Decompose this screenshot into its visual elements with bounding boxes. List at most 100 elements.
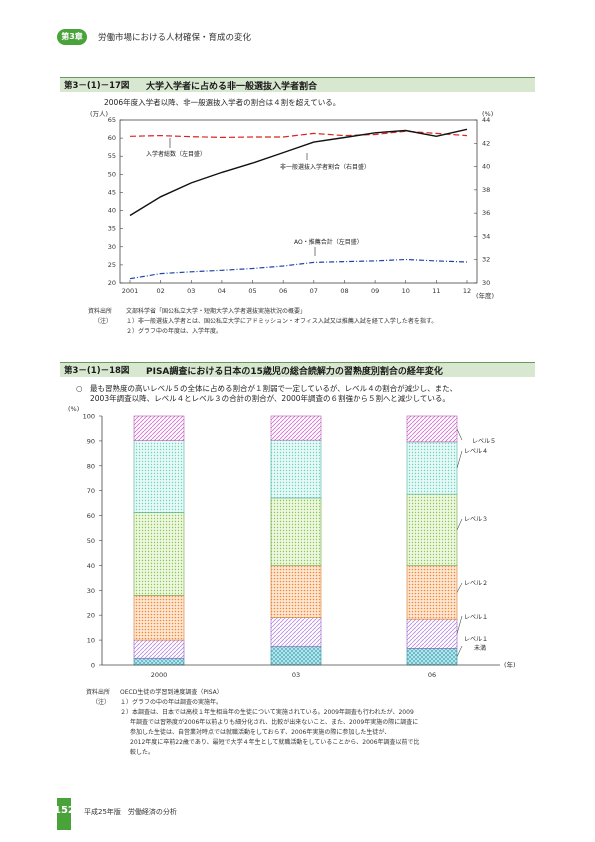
fig17-left-tick-label: 35 [108,225,116,233]
fig18-y-tick-label: 30 [87,587,95,595]
fig18-note-2: ２）本調査は、日本では高校１年生相当年の生徒について実施されている。2009年調… [120,709,414,716]
fig17-x-tick-label: 05 [248,287,256,295]
fig17-left-tick-label: 65 [108,116,116,124]
fig17-right-tick-label: 30 [482,279,490,287]
fig18-y-tick-label: 80 [87,462,95,470]
fig17-series-line-2 [129,258,468,280]
fig17-left-tick-label: 20 [108,279,116,287]
fig18-leader-line [456,450,463,469]
fig18-leader-line [456,615,463,634]
fig18-y-tick-label: 40 [87,562,95,570]
fig17-x-tick-label: 09 [371,287,379,295]
page-number: 152 [54,805,75,816]
fig18-bar-segment [133,415,185,441]
fig17-x-unit: (年度) [476,291,494,300]
fig18-bar-segment [270,415,322,441]
fig18-bar-segment [406,648,458,666]
fig18-note-4: 参加した生徒は、自営業対時点では就職活動をしておらず、2006年実施の際に参加し… [130,729,391,736]
fig17-notes-label: （注） [94,318,113,325]
fig18-label-level4: レベル４ [464,448,488,455]
fig18-note-5: 2012年度に卒前22歳であり、最短で大学４年生として就職活動をしていることから… [130,739,420,746]
fig18-leader-line [456,582,463,593]
fig17-right-tick-label: 40 [482,163,490,171]
fig18-y-tick-label: 10 [87,637,95,645]
fig18-label-level2: レベル２ [464,580,488,587]
fig17-x-tick-label: 04 [218,287,226,295]
fig17-left-tick-label: 25 [108,261,116,269]
fig17-x-tick-label: 2001 [122,287,139,295]
fig18-bar-segment [406,415,458,443]
fig17-left-tick-label: 50 [108,170,116,178]
fig18-y-tick-label: 100 [83,413,95,421]
fig17-x-tick-label: 07 [310,287,318,295]
fig18-notes-label: （注） [92,699,111,706]
fig18-label-level5: レベル５ [472,438,496,445]
fig17-title: 大学入学者に占める非一般選抜入学者割合 [146,82,318,92]
fig18-x-unit: (年) [504,660,516,669]
fig18-label-level3: レベル３ [464,516,488,523]
fig17-left-tick-label: 40 [108,207,116,215]
fig18-y-tick-label: 90 [87,437,95,445]
fig18-subtitle-1: ○ 最も習熟度の高いレベル５の全体に占める割合が１割弱で一定しているが、レベル４… [76,384,458,393]
fig18-number: 第3－(1)－18図 [64,366,130,376]
fig17-left-tick-label: 60 [108,134,116,142]
fig17-x-tick-label: 03 [187,287,195,295]
fig18-leader-line [456,518,463,531]
fig17-left-tick-label: 30 [108,243,116,251]
fig18-bar-segment [406,441,458,495]
fig17-right-tick-label: 42 [482,139,490,147]
fig18-x-tick-label: 06 [428,671,436,678]
fig17-chart: (万人) (%) (年度) 20 25 30 35 40 45 50 55 60 65 30 32 3… [90,110,494,300]
fig17-source: 文部科学省「国公私立大学・短期大学入学者選抜実施状況の概要」 [126,308,307,315]
fig17-number: 第3－(1)－17図 [64,81,130,91]
fig17-x-tick-label: 08 [340,287,348,295]
fig17-right-tick-label: 32 [482,256,490,264]
fig17-ao-label: AO・推薦合計（左目盛） [294,238,363,246]
fig18-x-tick-label: 2000 [151,671,168,678]
fig17-plot-frame [119,119,478,284]
fig18-note-6: 較した。 [130,749,155,756]
fig18-leader-line [456,645,463,657]
fig18-label-below1: レベル１ [464,636,488,643]
fig18-bar-segment [270,646,322,666]
fig18-y-tick-label: 70 [87,487,95,495]
fig18-bar-segment [406,565,458,620]
fig18-label-level1: レベル１ [464,614,488,621]
fig17-right-tick-label: 36 [482,209,490,217]
fig17-series-line-1 [129,128,468,217]
fig18-bar-segment [270,617,322,647]
fig18-label-leaders [456,428,463,657]
fig17-subtitle: 2006年度入学者以降、非一般選抜入学者の割合は４割を超えている。 [104,98,341,107]
fig17-note-1: １）非一般選抜入学者とは、国公私立大学にアドミッション・オフィス入試又は推薦入試… [126,318,438,325]
fig18-bar-segment [133,512,185,596]
fig17-total-label: 入学者総数（左目盛） [146,150,206,158]
chapter-title: 労働市場における人材確保・育成の変化 [98,33,252,43]
fig17-x-tick-label: 02 [156,287,164,295]
fig17-x-tick-label: 11 [432,287,440,295]
fig17-note-2: ２）グラフ中の年度は、入学年度。 [126,328,223,335]
fig18-bar-segment [133,440,185,513]
fig18-title-bar: 第3－(1)－18図 PISA調査における日本の15歳児の総合読解力の習熟度別割… [60,362,535,377]
fig18-bar-segment [270,439,322,499]
fig18-note-3: 年調査では習熟度が2006年以前よりも細分化され、比較が出来ないこと、また、20… [130,719,419,726]
fig18-bar-segment [270,497,322,566]
fig18-y-tick-label: 50 [87,537,95,545]
fig17-right-tick-label: 38 [482,186,490,194]
fig17-left-unit: (万人) [90,110,108,118]
fig17-x-tick-label: 12 [463,287,471,295]
fig18-subtitle-2: 2003年調査以降、レベル４とレベル３の合計の割合が、2000年調査の６割強から… [90,394,450,403]
fig18-title: PISA調査における日本の15歳児の総合読解力の習熟度別割合の経年変化 [146,367,443,377]
fig18-bar-segment [270,565,322,618]
fig17-left-tick-label: 45 [108,188,116,196]
fig17-x-tick-label: 10 [402,287,410,295]
footer-accent-bar [57,798,71,830]
fig18-bar-segment [133,594,185,641]
fig18-source-label: 資料出所 [86,689,111,696]
fig17-nonregular-label: 非一般選抜入学者割合（右目盛） [280,163,370,171]
fig18-bar-segment [133,639,185,659]
fig18-x-tick-label: 03 [292,671,300,678]
fig17-left-tick-label: 55 [108,152,116,160]
fig17-right-unit: (%) [482,110,493,118]
fig18-bar-segment [406,618,458,649]
